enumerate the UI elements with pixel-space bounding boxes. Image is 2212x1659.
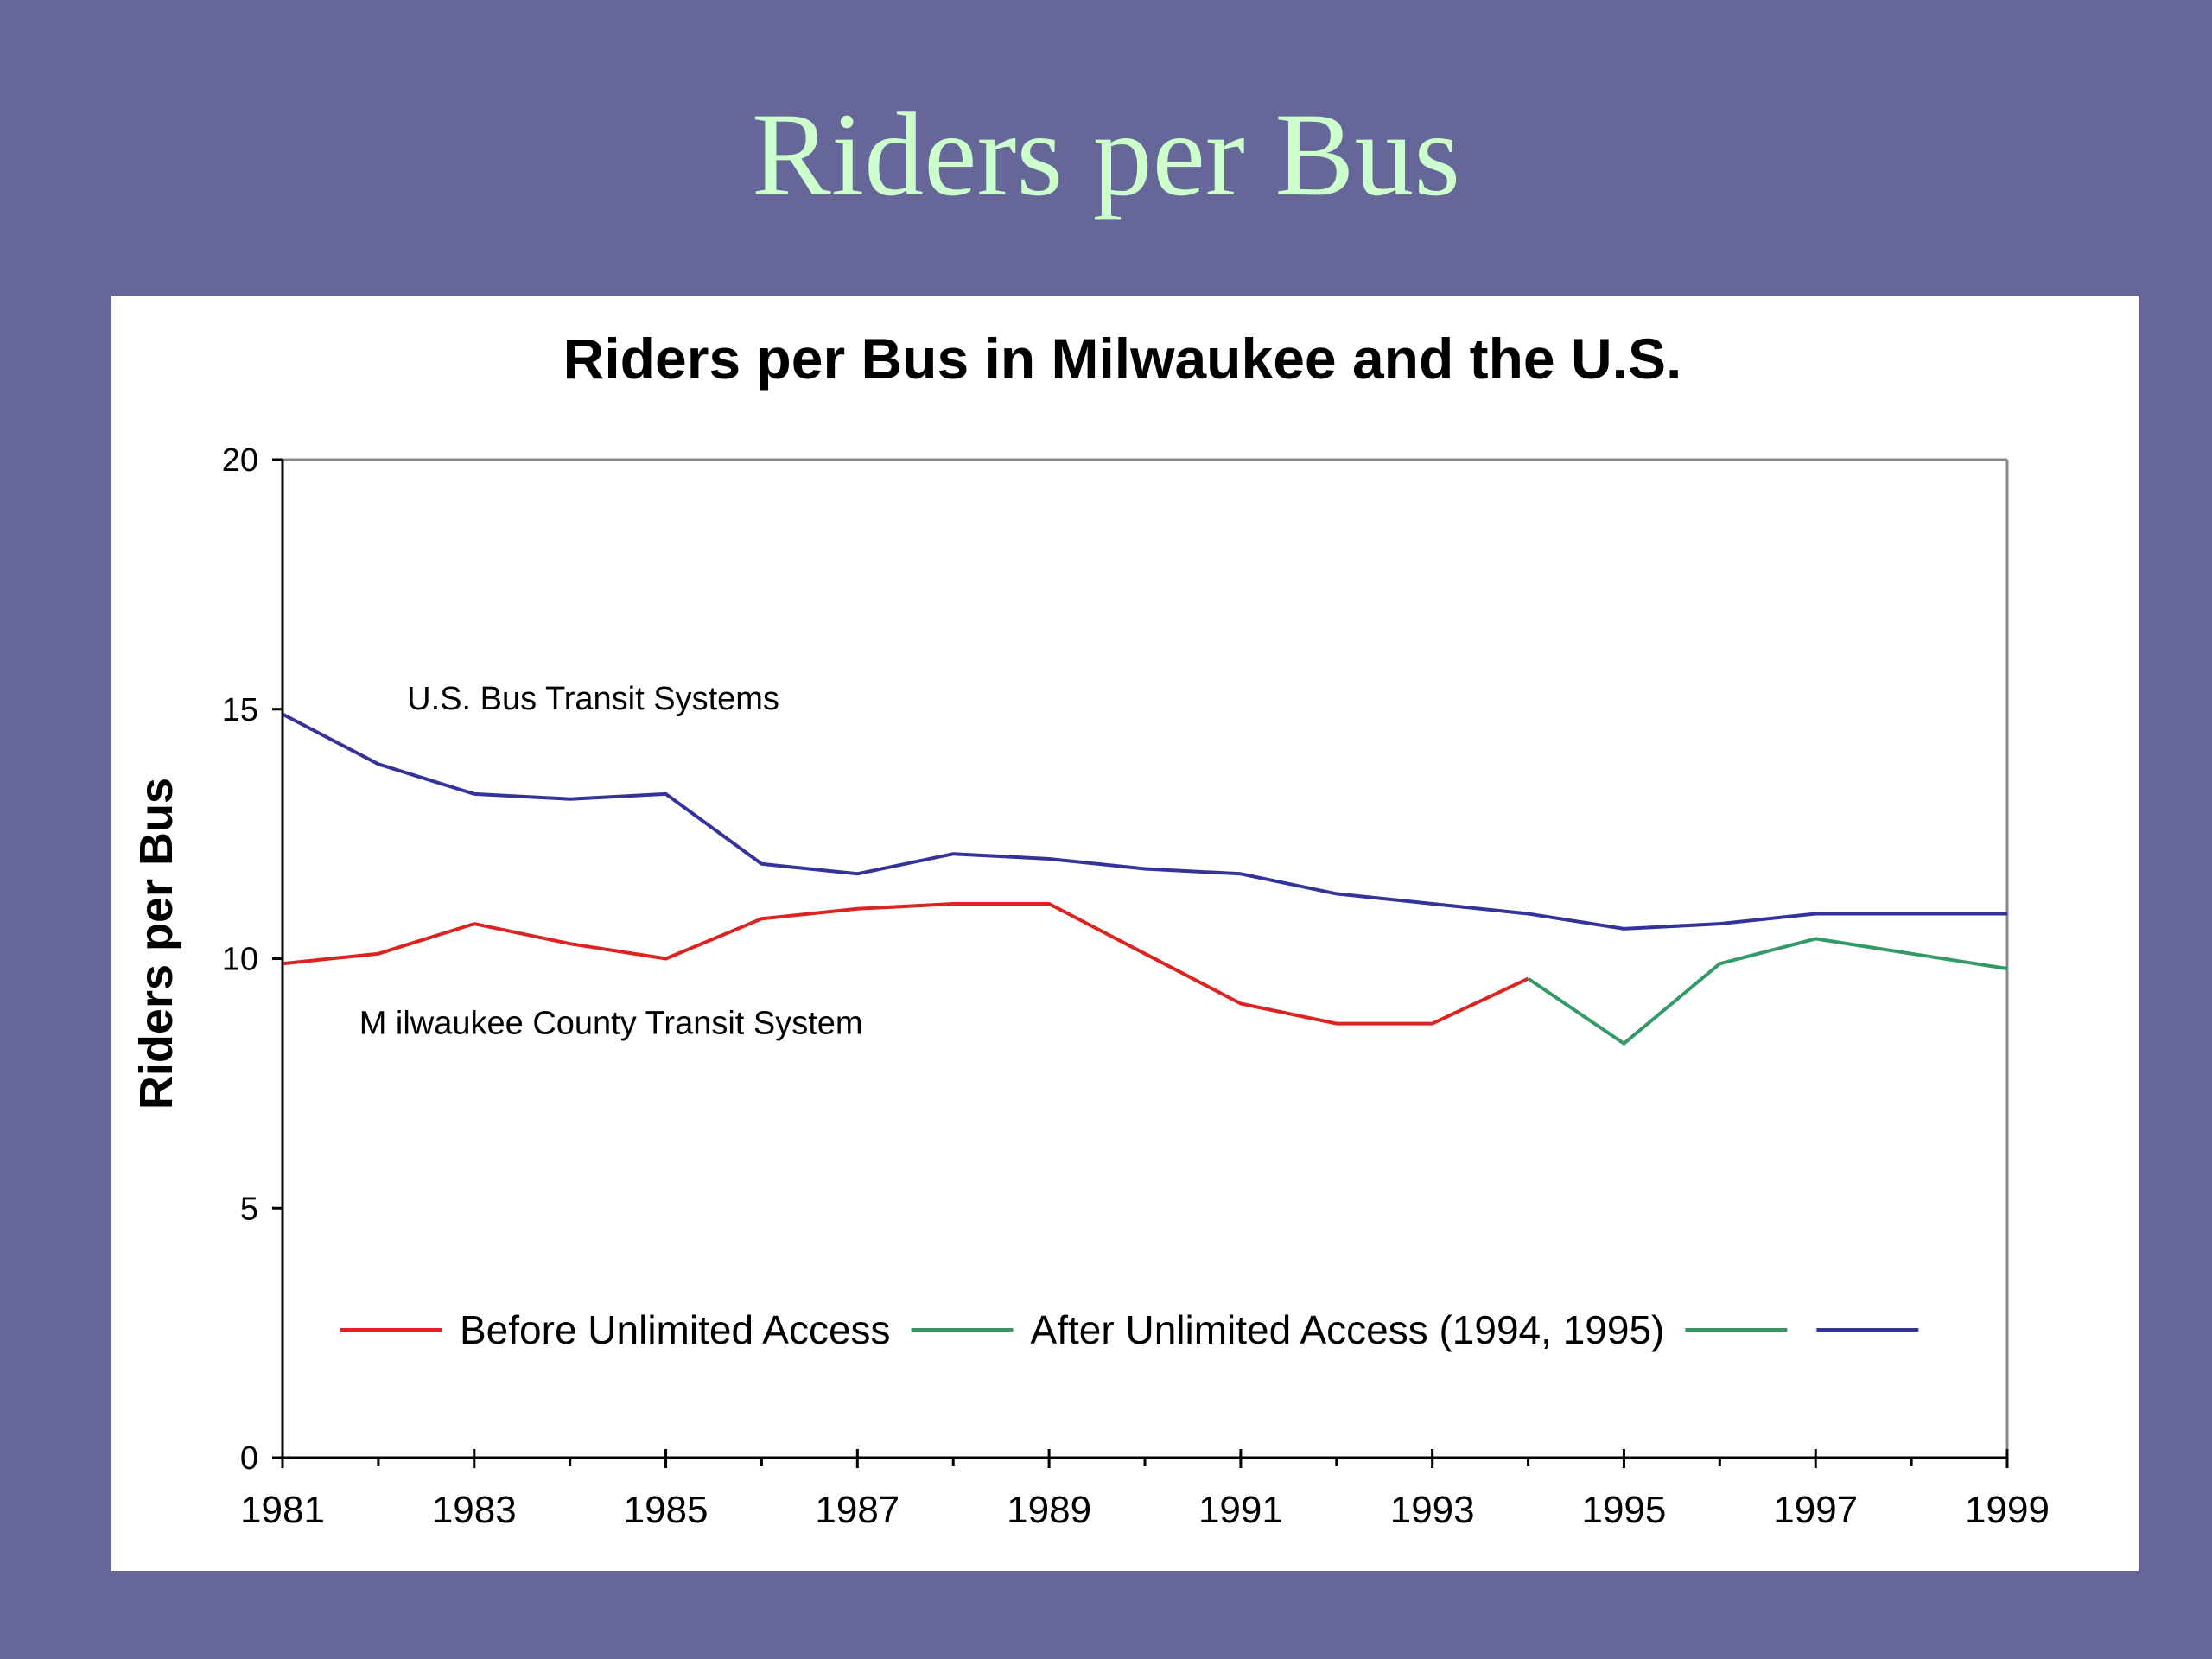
y-tick-label: 10 — [222, 942, 258, 978]
x-tick-label: 1993 — [1390, 1489, 1475, 1531]
y-tick-label: 15 — [222, 692, 258, 728]
line-chart: Riders per Bus in Milwaukee and the U.S.… — [130, 327, 2050, 1531]
x-tick-label: 1991 — [1198, 1489, 1283, 1531]
series-layer — [282, 712, 2008, 1046]
y-axis-label: Riders per Bus — [130, 778, 182, 1109]
y-tick-label: 0 — [240, 1440, 258, 1477]
annotation-layer: U.S. Bus Transit Systems M ilwaukee Count… — [359, 681, 863, 1041]
series-line-3 — [1527, 937, 2008, 1046]
slide-title: Riders per Bus — [751, 88, 1461, 220]
series-line-1 — [282, 712, 2007, 931]
y-tick-label: 20 — [222, 442, 258, 479]
x-tick-label: 1995 — [1581, 1489, 1666, 1531]
chart-panel: Riders per Bus in Milwaukee and the U.S.… — [111, 296, 2139, 1571]
series-line-2 — [282, 902, 1529, 1026]
annotation-label-1: U.S. Bus Transit Systems — [407, 681, 779, 717]
legend-label-1: Before Unlimited Access — [460, 1307, 891, 1352]
x-tick-label: 1997 — [1773, 1489, 1858, 1531]
chart-legend: Before Unlimited Access After Unlimited A… — [340, 1307, 1919, 1352]
x-tick-label: 1989 — [1007, 1489, 1091, 1531]
x-tick-label: 1981 — [240, 1489, 325, 1531]
x-tick-label: 1985 — [624, 1489, 709, 1531]
legend-label-2: After Unlimited Access (1994, 1995) — [1031, 1307, 1665, 1352]
y-tick-label: 5 — [240, 1191, 258, 1227]
y-axis-ticks: 0 5 10 15 20 — [222, 442, 283, 1477]
annotation-label-2: M ilwaukee County Transit System — [359, 1006, 863, 1042]
x-axis-ticks: 1981 1983 1985 1987 1989 1991 1993 1995 1997 1999 — [240, 1449, 2050, 1531]
x-tick-label: 1987 — [815, 1489, 899, 1531]
x-tick-label: 1999 — [1965, 1489, 2050, 1531]
x-tick-label: 1983 — [432, 1489, 517, 1531]
chart-title: Riders per Bus in Milwaukee and the U.S. — [563, 327, 1682, 391]
